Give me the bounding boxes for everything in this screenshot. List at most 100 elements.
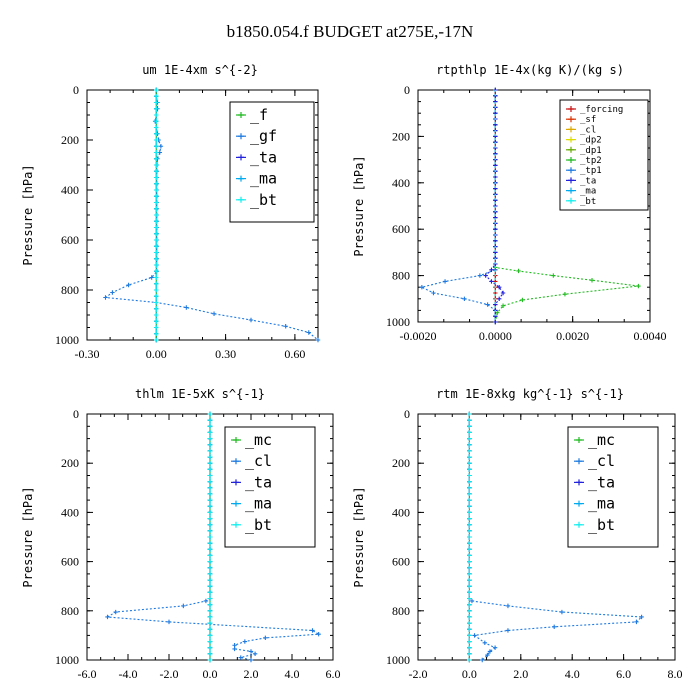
- x-tick-label: 2.0: [513, 667, 528, 681]
- y-tick-label: 400: [392, 505, 410, 519]
- data-point: [467, 479, 472, 484]
- data-point: [207, 485, 213, 490]
- data-point: [467, 651, 472, 657]
- data-point: [207, 417, 213, 423]
- data-point: [207, 504, 213, 509]
- data-point: [154, 112, 159, 118]
- data-point: [154, 219, 159, 224]
- legend-label: _ma: [580, 187, 596, 197]
- legend-marker: [576, 500, 582, 507]
- data-point: [207, 584, 213, 589]
- legend-box: [559, 99, 649, 211]
- data-point: [639, 614, 644, 620]
- legend-label: _sf: [580, 115, 596, 125]
- y-tick-label: 600: [61, 555, 79, 569]
- data-point: [493, 319, 498, 325]
- data-point: [559, 609, 565, 615]
- legend-marker: [568, 126, 574, 133]
- data-point: [467, 454, 472, 460]
- data-point: [505, 628, 511, 633]
- x-tick-label: -2.0: [409, 667, 428, 681]
- data-point: [467, 657, 472, 663]
- legend: _mc _cl _ta _ma _bt: [567, 426, 659, 548]
- data-point: [207, 491, 213, 497]
- data-point: [467, 633, 472, 638]
- legend-item: _sf: [566, 115, 596, 125]
- data-point: [505, 603, 511, 609]
- legend-label: _ta: [245, 473, 272, 491]
- data-point: [207, 522, 213, 527]
- legend-item: _bt: [566, 197, 596, 207]
- data-point: [467, 430, 472, 435]
- data-point: [126, 282, 131, 288]
- data-point: [589, 278, 595, 283]
- x-tick-label: 0.0: [462, 667, 477, 681]
- data-point: [207, 528, 213, 534]
- data-point: [154, 337, 159, 343]
- data-point: [472, 633, 477, 638]
- data-point: [158, 144, 164, 149]
- legend-box: [229, 101, 315, 223]
- legend-label: _dp2: [580, 136, 602, 146]
- y-axis-label: Pressure [hPa]: [21, 486, 35, 587]
- legend-label: _forcing: [580, 105, 623, 115]
- legend-item: _ta: [574, 473, 615, 491]
- data-point: [485, 652, 490, 658]
- x-tick-label: 0.0040: [634, 329, 667, 343]
- legend-item: _mc: [231, 431, 272, 449]
- x-tick-label: 8.0: [668, 667, 683, 681]
- data-point: [431, 290, 436, 296]
- data-point: [467, 553, 472, 558]
- legend-item: _ma: [231, 495, 272, 513]
- y-axis-label: Pressure [hPa]: [352, 486, 366, 587]
- x-tick-label: -4.0: [119, 667, 138, 681]
- data-point: [636, 283, 641, 289]
- data-point: [489, 279, 494, 284]
- data-point: [154, 287, 159, 293]
- data-point: [207, 645, 213, 650]
- data-point: [467, 504, 472, 509]
- legend-label: _tp2: [580, 156, 602, 166]
- data-point: [154, 200, 159, 205]
- data-point: [154, 331, 159, 336]
- data-point: [207, 430, 213, 435]
- data-point: [487, 649, 493, 654]
- y-tick-label: 200: [392, 129, 410, 143]
- data-point: [489, 267, 494, 272]
- y-tick-label: 400: [61, 183, 79, 197]
- data-point: [500, 290, 506, 296]
- legend-item: _ta: [236, 148, 277, 166]
- legend-label: _bt: [588, 516, 615, 534]
- data-point: [154, 312, 159, 318]
- y-tick-label: 1000: [386, 653, 410, 667]
- data-point: [467, 424, 472, 429]
- legend-label: _ta: [250, 148, 277, 166]
- data-point: [166, 619, 172, 625]
- data-point: [207, 608, 213, 613]
- y-tick-label: 1000: [55, 333, 79, 347]
- data-point: [248, 657, 254, 663]
- data-point: [207, 651, 213, 657]
- panels: um 1E-4xm s^{-2} Pressure [hPa] 0 200 400 600…: [21, 63, 683, 681]
- data-point: [497, 296, 502, 301]
- data-point: [154, 206, 159, 211]
- legend-item: _mc: [574, 431, 615, 449]
- legend-label: _ma: [588, 495, 615, 513]
- x-tick-label: 0.30: [215, 347, 236, 361]
- legend-marker: [238, 154, 244, 161]
- data-point: [315, 337, 321, 343]
- series-line: [420, 90, 496, 322]
- data-point: [211, 311, 217, 316]
- data-point: [207, 424, 213, 429]
- data-point: [467, 584, 472, 589]
- data-point: [207, 461, 213, 466]
- data-point: [551, 273, 556, 278]
- legend-marker: [233, 458, 239, 465]
- data-point: [154, 156, 159, 161]
- data-point: [207, 540, 213, 546]
- data-point: [207, 516, 213, 521]
- data-point: [467, 639, 472, 644]
- data-point: [207, 627, 213, 632]
- data-point: [483, 273, 488, 278]
